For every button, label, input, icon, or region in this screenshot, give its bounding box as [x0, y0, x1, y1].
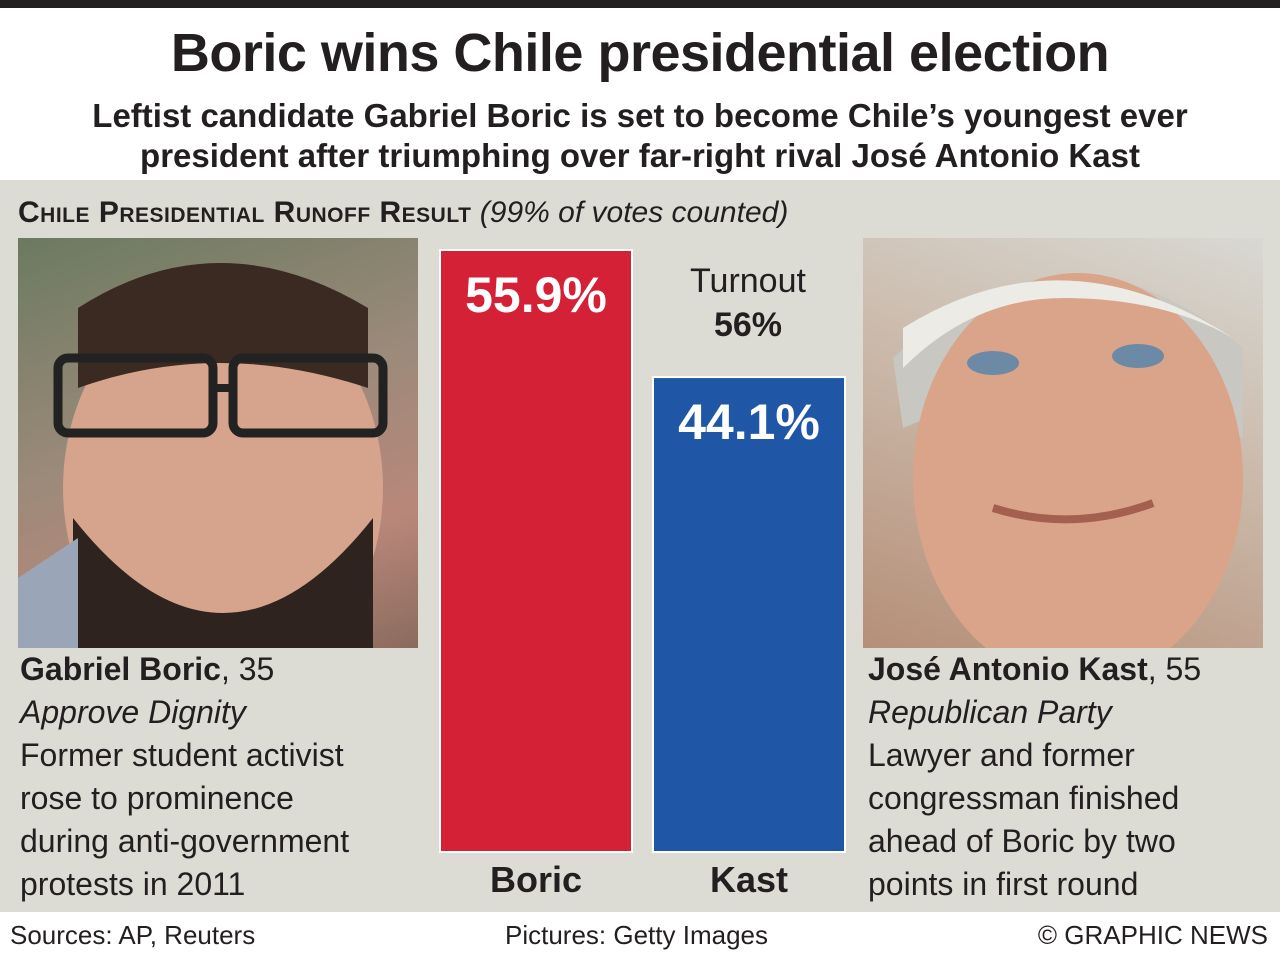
- boric-details: Gabriel Boric, 35 Approve Dignity Former…: [20, 648, 430, 906]
- kast-details: José Antonio Kast, 55 Republican Party L…: [868, 648, 1278, 906]
- boric-party: Approve Dignity: [20, 694, 246, 730]
- page-title: Boric wins Chile presidential election: [170, 23, 1110, 83]
- boric-bio-line-4: protests in 2011: [20, 866, 246, 902]
- kast-bio-line-2: congressman finished: [868, 780, 1180, 816]
- kast-age: , 55: [1147, 651, 1202, 687]
- boric-bio-line-2: rose to prominence: [20, 780, 294, 816]
- boric-age: , 35: [220, 651, 275, 687]
- kast-name: José Antonio Kast: [868, 651, 1148, 687]
- boric-bio-line-1: Former student activist: [20, 737, 344, 773]
- kast-bio-line-4: points in first round: [868, 866, 1139, 902]
- boric-photo: [18, 238, 418, 648]
- publisher-credit: © GRAPHIC NEWS: [1037, 920, 1268, 950]
- boric-bio-line-3: during anti-government: [20, 823, 350, 859]
- subtitle-line-2: president after triumphing over far-righ…: [140, 137, 1140, 174]
- bar-kast: [652, 376, 846, 853]
- kast-portrait-icon: [893, 273, 1243, 648]
- section-heading-text: Chile Presidential Runoff Result: [18, 196, 472, 229]
- kast-name-line: José Antonio Kast, 55: [868, 648, 1278, 691]
- section-heading: Chile Presidential Runoff Result (99% of…: [18, 196, 788, 230]
- category-label-kast: Kast: [710, 859, 788, 900]
- picture-credit: Pictures: Getty Images: [505, 920, 768, 950]
- boric-name-line: Gabriel Boric, 35: [20, 648, 430, 691]
- kast-bio-line-3: ahead of Boric by two: [868, 823, 1176, 859]
- footer: Sources: AP, Reuters Pictures: Getty Ima…: [0, 912, 1280, 964]
- kast-photo: [863, 238, 1263, 648]
- bar-value-label-boric: 55.9%: [465, 267, 607, 323]
- kast-bio-line-1: Lawyer and former: [868, 737, 1135, 773]
- category-label-boric: Boric: [490, 859, 582, 900]
- bar-boric: [439, 249, 633, 853]
- kast-party: Republican Party: [868, 694, 1112, 730]
- boric-portrait-icon: [18, 263, 388, 648]
- subtitle-line-1: Leftist candidate Gabriel Boric is set t…: [92, 97, 1188, 134]
- subtitle: Leftist candidate Gabriel Boric is set t…: [0, 96, 1280, 176]
- turnout-label: Turnout: [690, 262, 806, 300]
- header: Boric wins Chile presidential election L…: [0, 8, 1280, 180]
- results-panel: Chile Presidential Runoff Result (99% of…: [0, 180, 1280, 912]
- boric-name: Gabriel Boric: [20, 651, 221, 687]
- turnout-value: 56%: [714, 306, 782, 344]
- runoff-bar-chart: Turnout 56% 55.9% Boric 44.1% Kast: [439, 249, 846, 900]
- bar-value-label-kast: 44.1%: [678, 394, 820, 450]
- top-rule: [0, 0, 1280, 8]
- section-heading-note: (99% of votes counted): [479, 196, 789, 229]
- sources: Sources: AP, Reuters: [10, 920, 256, 950]
